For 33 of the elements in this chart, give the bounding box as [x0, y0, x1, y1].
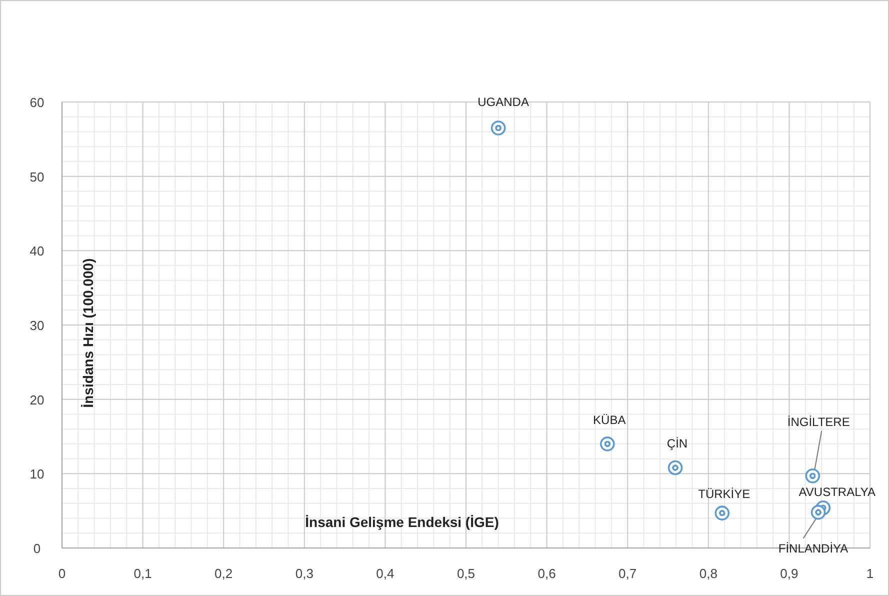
x-tick-label: 0,1	[134, 566, 152, 581]
y-tick-label: 0	[33, 541, 41, 556]
annotation: TÜRKİYE	[698, 487, 750, 502]
y-tick-label: 20	[30, 392, 44, 408]
point	[668, 460, 683, 476]
x-tick-label: 0,5	[456, 566, 476, 581]
x-tick-label: 0	[58, 566, 66, 581]
point	[810, 504, 826, 520]
x-tick-label: 0,7	[618, 566, 637, 581]
y-axis-title: İnsidans Hızı (100.000)	[80, 258, 96, 408]
x-tick-label: 1	[866, 566, 874, 581]
x-tick-label: 0,8	[699, 566, 718, 581]
annotation: KÜBA	[593, 412, 626, 427]
x-tick-label: 0,2	[214, 566, 233, 581]
annotation: ÇİN	[666, 436, 688, 451]
point	[490, 120, 506, 136]
annotation: İNGİLTERE	[787, 414, 850, 429]
y-tick-label: 50	[30, 169, 44, 184]
point	[600, 436, 615, 452]
annotation: AVUSTRALYA	[798, 484, 876, 499]
y-tick-label: 30	[30, 318, 44, 333]
x-tick-label: 0,4	[376, 566, 394, 581]
x-tick-label: 0,6	[538, 566, 556, 581]
point	[805, 468, 820, 484]
y-tick-label: 40	[30, 244, 44, 259]
annotation: UGANDA	[478, 95, 529, 110]
y-tick-label: 60	[30, 95, 44, 110]
x-axis-title: İnsani Gelişme Endeksi (İGE)	[305, 514, 499, 530]
x-tick-label: 0,3	[295, 566, 314, 581]
y-tick-label: 10	[30, 466, 44, 482]
point	[714, 506, 730, 520]
annotation: FİNLANDİYA	[778, 541, 848, 556]
x-tick-label: 0,9	[780, 566, 798, 581]
